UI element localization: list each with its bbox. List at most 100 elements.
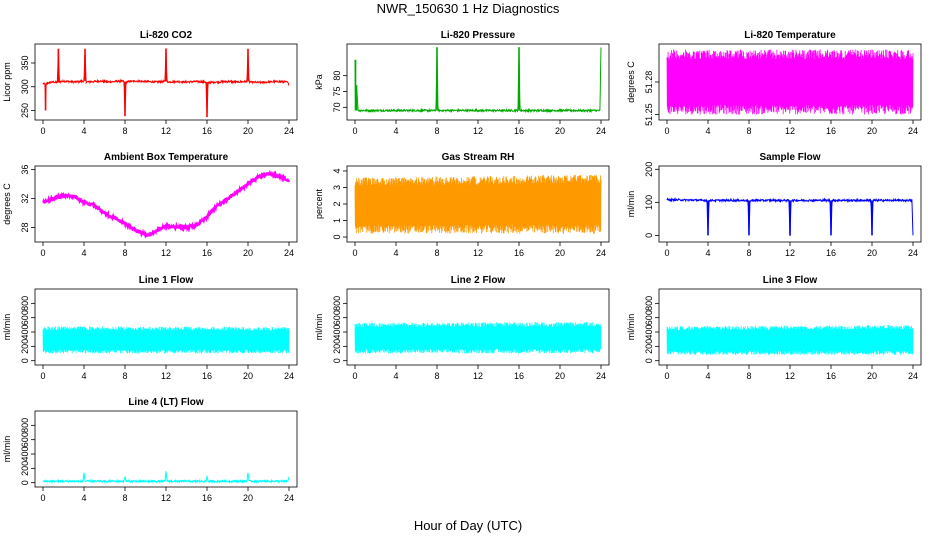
x-tick-label: 16 bbox=[202, 371, 212, 381]
y-tick-label: 400 bbox=[644, 325, 654, 340]
x-tick-label: 8 bbox=[746, 248, 751, 258]
x-tick-label: 24 bbox=[596, 126, 606, 136]
x-tick-label: 0 bbox=[352, 371, 357, 381]
x-tick-label: 0 bbox=[40, 126, 45, 136]
x-tick-label: 24 bbox=[908, 126, 918, 136]
y-tick-label: 80 bbox=[332, 71, 342, 81]
panel-title: Line 4 (LT) Flow bbox=[128, 397, 204, 408]
y-tick-label: 51.28 bbox=[644, 71, 654, 94]
x-tick-label: 12 bbox=[161, 371, 171, 381]
y-tick-label: 28 bbox=[20, 223, 30, 233]
x-axis-caption: Hour of Day (UTC) bbox=[413, 518, 523, 533]
x-tick-label: 8 bbox=[122, 126, 127, 136]
x-tick-label: 0 bbox=[664, 248, 669, 258]
y-tick-label: 800 bbox=[644, 296, 654, 311]
x-tick-label: 4 bbox=[393, 126, 398, 136]
y-tick-label: 600 bbox=[644, 310, 654, 325]
x-tick-label: 16 bbox=[514, 371, 524, 381]
x-tick-label: 20 bbox=[243, 493, 253, 503]
x-tick-label: 16 bbox=[202, 493, 212, 503]
y-tick-label: 800 bbox=[20, 296, 30, 311]
x-tick-label: 20 bbox=[243, 248, 253, 258]
y-tick-label: 0 bbox=[644, 233, 654, 238]
x-tick-label: 20 bbox=[867, 371, 877, 381]
y-tick-label: 0 bbox=[20, 480, 30, 485]
y-axis-label: ml/min bbox=[626, 191, 636, 218]
x-tick-label: 16 bbox=[202, 248, 212, 258]
x-tick-label: 4 bbox=[705, 248, 710, 258]
y-tick-label: 200 bbox=[20, 461, 30, 476]
data-layer bbox=[42, 48, 290, 118]
x-tick-label: 12 bbox=[785, 248, 795, 258]
x-tick-label: 4 bbox=[81, 371, 86, 381]
y-axis-label: kPa bbox=[314, 74, 324, 90]
x-tick-label: 4 bbox=[705, 126, 710, 136]
x-tick-label: 12 bbox=[161, 126, 171, 136]
y-tick-label: 600 bbox=[20, 432, 30, 447]
chart-panel-3: Ambient Box Temperature 0 4 8 12 16 20 24 28 32 36… bbox=[2, 152, 298, 258]
x-tick-label: 20 bbox=[243, 371, 253, 381]
x-tick-label: 20 bbox=[867, 248, 877, 258]
data-layer bbox=[354, 322, 602, 354]
x-tick-label: 24 bbox=[908, 371, 918, 381]
x-tick-label: 4 bbox=[705, 371, 710, 381]
y-tick-label: 36 bbox=[20, 165, 30, 175]
y-axis-label: ml/min bbox=[626, 314, 636, 341]
y-tick-label: 400 bbox=[20, 447, 30, 462]
data-layer bbox=[42, 326, 290, 354]
x-tick-label: 12 bbox=[473, 248, 483, 258]
y-tick-label: 400 bbox=[20, 325, 30, 340]
y-axis-label: percent bbox=[314, 188, 324, 219]
x-tick-label: 24 bbox=[908, 248, 918, 258]
y-tick-label: 32 bbox=[20, 194, 30, 204]
x-tick-label: 0 bbox=[40, 248, 45, 258]
panel-title: Li-820 CO2 bbox=[140, 30, 193, 41]
y-axis-label: degrees C bbox=[2, 183, 12, 225]
x-tick-label: 24 bbox=[284, 371, 294, 381]
data-layer bbox=[42, 471, 290, 485]
y-tick-label: 200 bbox=[644, 339, 654, 354]
chart-panel-9: Line 4 (LT) Flow 0 4 8 12 16 20 24 0 200400600800… bbox=[2, 397, 298, 503]
x-tick-label: 4 bbox=[393, 371, 398, 381]
y-tick-label: 200 bbox=[20, 339, 30, 354]
data-layer bbox=[354, 174, 602, 234]
chart-panel-1: Li-820 Pressure 0 4 8 12 16 20 24 70 75 80 kPa bbox=[314, 30, 610, 136]
x-tick-label: 16 bbox=[514, 248, 524, 258]
x-tick-label: 20 bbox=[243, 126, 253, 136]
y-tick-label: 200 bbox=[332, 339, 342, 354]
x-tick-label: 8 bbox=[434, 126, 439, 136]
panel-title: Gas Stream RH bbox=[442, 152, 515, 163]
x-tick-label: 16 bbox=[826, 371, 836, 381]
x-tick-label: 0 bbox=[40, 493, 45, 503]
x-tick-label: 4 bbox=[81, 248, 86, 258]
y-tick-label: 70 bbox=[332, 102, 342, 112]
series-band bbox=[354, 174, 602, 234]
panel-title: Line 3 Flow bbox=[763, 275, 818, 286]
y-axis-label: ml/min bbox=[314, 314, 324, 341]
series-band bbox=[42, 326, 290, 354]
data-layer bbox=[666, 49, 914, 115]
x-tick-label: 0 bbox=[664, 371, 669, 381]
x-tick-label: 24 bbox=[284, 248, 294, 258]
y-tick-label: 300 bbox=[20, 79, 30, 94]
y-tick-label: 600 bbox=[332, 310, 342, 325]
x-tick-label: 0 bbox=[352, 248, 357, 258]
x-tick-label: 0 bbox=[352, 126, 357, 136]
x-tick-label: 20 bbox=[867, 126, 877, 136]
page-title: NWR_150630 1 Hz Diagnostics bbox=[376, 1, 560, 16]
y-tick-label: 2 bbox=[332, 201, 342, 206]
y-tick-label: 4 bbox=[332, 168, 342, 173]
y-tick-label: 600 bbox=[20, 310, 30, 325]
x-tick-label: 12 bbox=[785, 126, 795, 136]
y-tick-label: 0 bbox=[644, 358, 654, 363]
x-tick-label: 4 bbox=[81, 493, 86, 503]
plot-frame bbox=[346, 43, 610, 121]
y-tick-label: 800 bbox=[20, 418, 30, 433]
y-axis-label: Licor ppm bbox=[2, 62, 12, 102]
x-tick-label: 8 bbox=[746, 371, 751, 381]
panel-title: Li-820 Temperature bbox=[744, 30, 836, 41]
chart-panel-5: Sample Flow 0 4 8 12 16 20 24 0 100 200 ml/min bbox=[626, 152, 922, 258]
